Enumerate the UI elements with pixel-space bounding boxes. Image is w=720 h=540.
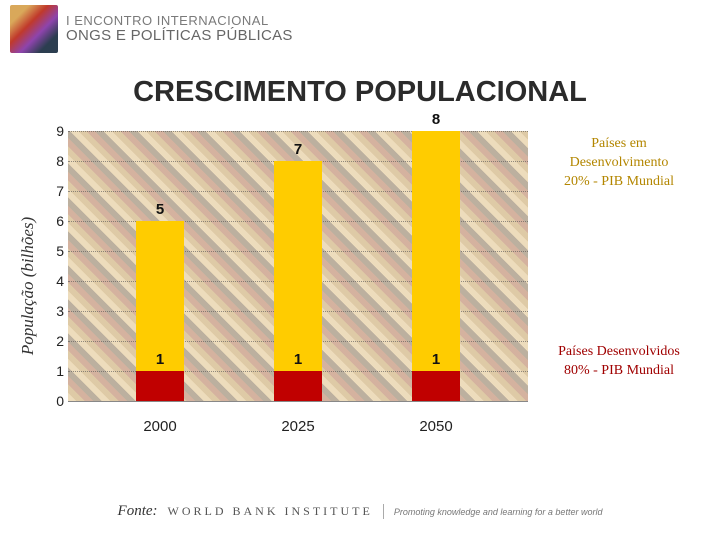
x-tick-label: 2050 (419, 418, 452, 435)
bar-value-label: 1 (136, 351, 184, 368)
bar: 81 (412, 131, 460, 401)
y-tick-label: 4 (46, 273, 64, 289)
bar-segment-developed: 1 (412, 371, 460, 401)
y-tick-label: 9 (46, 123, 64, 139)
x-tick-label: 2000 (143, 418, 176, 435)
x-axis: 2000 2025 2050 (68, 401, 528, 441)
source-label: Fonte: (118, 503, 158, 520)
bar-value-label: 8 (412, 111, 460, 128)
source-footer: Fonte: WORLD BANK INSTITUTE Promoting kn… (0, 503, 720, 520)
bar-value-label: 5 (136, 201, 184, 218)
bar-value-label: 1 (274, 351, 322, 368)
annotation-developed: Países Desenvolvidos 80% - PIB Mundial (544, 343, 694, 381)
slide-header: I ENCONTRO INTERNACIONAL ONGS E POLÍTICA… (0, 0, 720, 58)
event-title: I ENCONTRO INTERNACIONAL ONGS E POLÍTICA… (66, 14, 293, 45)
chart-annotations: Países em Desenvolvimento 20% - PIB Mund… (544, 131, 694, 401)
y-tick-label: 0 (46, 393, 64, 409)
bar: 71 (274, 161, 322, 401)
bar-value-label: 1 (412, 351, 460, 368)
bar-segment-developing: 5 (136, 221, 184, 371)
bar-segment-developed: 1 (136, 371, 184, 401)
y-axis-label: População (bilhões) (18, 217, 38, 355)
bar: 51 (136, 221, 184, 401)
event-title-line2: ONGS E POLÍTICAS PÚBLICAS (66, 28, 293, 45)
bar-chart: 0123456789517181 200020252050 (68, 131, 528, 441)
event-title-line1: I ENCONTRO INTERNACIONAL (66, 14, 293, 28)
annotation-developing-line2: 20% - PIB Mundial (564, 174, 674, 189)
y-tick-label: 2 (46, 333, 64, 349)
annotation-developed-line1: Países Desenvolvidos (558, 344, 680, 359)
annotation-developing-line1: Países em Desenvolvimento (570, 136, 669, 170)
y-tick-label: 1 (46, 363, 64, 379)
bar-segment-developed: 1 (274, 371, 322, 401)
event-logo (10, 5, 58, 53)
x-tick-label: 2025 (281, 418, 314, 435)
world-bank-logo: WORLD BANK INSTITUTE (168, 504, 384, 519)
annotation-developing: Países em Desenvolvimento 20% - PIB Mund… (544, 135, 694, 192)
bar-value-label: 7 (274, 141, 322, 158)
y-tick-label: 7 (46, 183, 64, 199)
plot-region: 0123456789517181 (68, 131, 528, 401)
bar-segment-developing: 7 (274, 161, 322, 371)
annotation-developed-line2: 80% - PIB Mundial (564, 363, 674, 378)
y-tick-label: 8 (46, 153, 64, 169)
chart-area: População (bilhões) 0123456789517181 200… (0, 131, 720, 441)
bar-segment-developing: 8 (412, 131, 460, 371)
y-tick-label: 5 (46, 243, 64, 259)
y-tick-label: 3 (46, 303, 64, 319)
slide-title: CRESCIMENTO POPULACIONAL (0, 76, 720, 109)
world-bank-tagline: Promoting knowledge and learning for a b… (394, 507, 603, 517)
y-tick-label: 6 (46, 213, 64, 229)
